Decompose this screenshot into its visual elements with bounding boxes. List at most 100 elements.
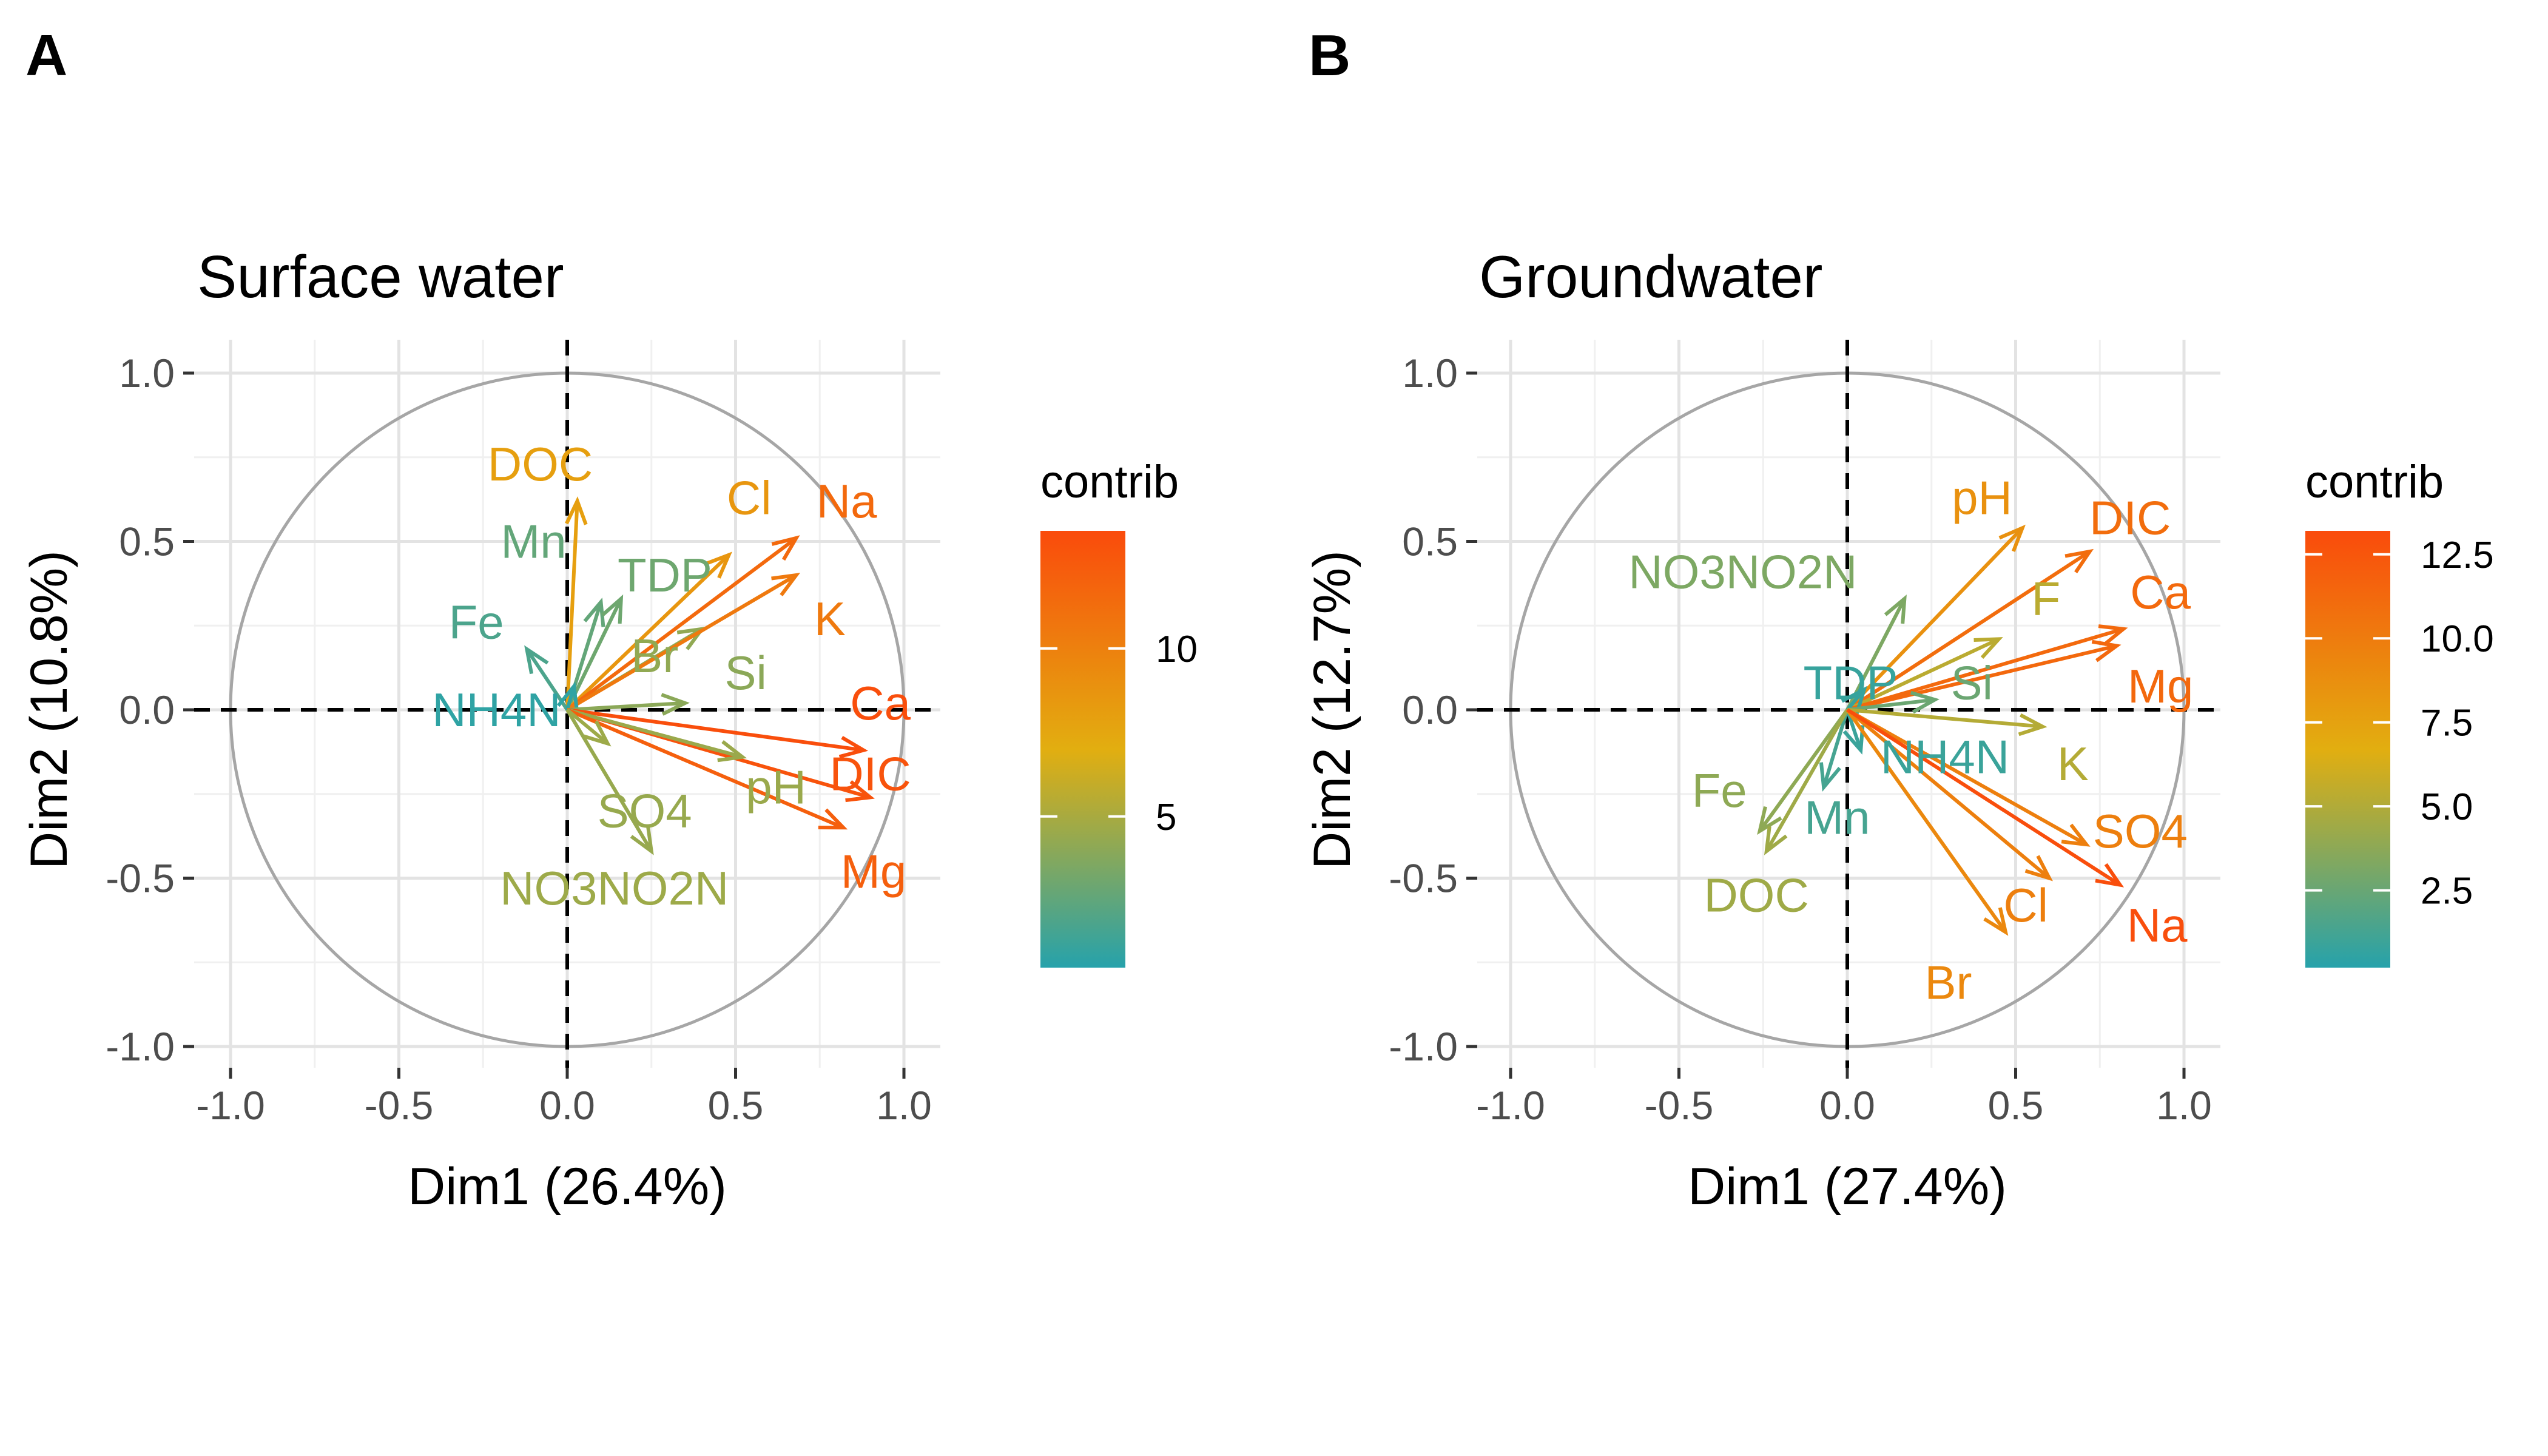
arrowhead-fe bbox=[524, 645, 549, 675]
variable-label-ph: pH bbox=[1952, 471, 2012, 524]
variable-label-cl: Cl bbox=[727, 471, 772, 524]
x-tick-label-2: 0.0 bbox=[539, 1083, 595, 1128]
legend-tick-label-2: 7.5 bbox=[2421, 703, 2473, 744]
arrow-ph bbox=[567, 708, 743, 759]
arrow-so4 bbox=[565, 709, 653, 852]
x-axis-title-a: Dim1 (26.4%) bbox=[408, 1158, 727, 1216]
x-tick-label-0: -1.0 bbox=[1476, 1083, 1545, 1128]
variable-label-f: F bbox=[2032, 572, 2061, 625]
variable-label-mg: Mg bbox=[841, 844, 906, 898]
arrow-na bbox=[566, 536, 798, 712]
arrow-ph bbox=[1845, 527, 2024, 712]
arrowhead-mg bbox=[2091, 639, 2122, 662]
variable-label-na: Na bbox=[2127, 898, 2188, 952]
x-tick-label-3: 0.5 bbox=[708, 1083, 764, 1128]
arrowhead-f bbox=[1973, 637, 2003, 659]
variable-label-cl: Cl bbox=[2003, 878, 2048, 932]
y-tick-label-1: -0.5 bbox=[106, 856, 175, 901]
variable-label-so4: SO4 bbox=[2093, 804, 2188, 858]
variable-label-fe: Fe bbox=[449, 596, 504, 649]
x-tick-label-2: 0.0 bbox=[1819, 1083, 1875, 1128]
arrowhead-tdp bbox=[601, 594, 624, 624]
y-tick-label-2: 0.0 bbox=[119, 687, 175, 732]
arrow-doc bbox=[1765, 709, 1849, 852]
arrowhead-si bbox=[661, 693, 690, 716]
x-tick-label-4: 1.0 bbox=[876, 1083, 932, 1128]
arrow-dic bbox=[1846, 550, 2091, 712]
variable-label-tdp: TDP bbox=[1804, 656, 1898, 710]
x-axis-title-b: Dim1 (27.4%) bbox=[1688, 1158, 2007, 1216]
color-legend-a: contrib 5 10 bbox=[1040, 456, 1198, 968]
x-tick-label-3: 0.5 bbox=[1988, 1083, 2044, 1128]
arrowhead-no3no2n bbox=[1884, 594, 1907, 624]
y-tick-label-3: 0.5 bbox=[119, 519, 175, 564]
variable-label-br: Br bbox=[631, 629, 678, 682]
x-tick-label-0: -1.0 bbox=[196, 1083, 265, 1128]
arrowhead-ph bbox=[717, 740, 747, 763]
variable-label-so4: SO4 bbox=[598, 784, 692, 838]
plot-area-b: -1.0 -1.0 -0.5 -0.5 0.0 0.0 0.5 0.5 1.0 1.0 pH DIC F… bbox=[1389, 340, 2220, 1128]
legend-tick-label-1: 5.0 bbox=[2421, 786, 2473, 828]
variable-label-tdp: TDP bbox=[618, 548, 712, 602]
legend-ticks-a: 5 10 bbox=[1040, 629, 1198, 838]
arrow-si bbox=[567, 701, 686, 712]
arrow-cl bbox=[1846, 708, 2051, 880]
variable-label-si: Si bbox=[724, 646, 766, 699]
arrow-fe bbox=[1758, 709, 1849, 832]
arrow-mn bbox=[1822, 709, 1849, 788]
arrow-si bbox=[1847, 698, 1935, 712]
variable-label-dic: DIC bbox=[2089, 491, 2171, 545]
variable-label-si: Si bbox=[1951, 656, 1993, 710]
arrowhead-na bbox=[2095, 863, 2125, 888]
arrow-so4 bbox=[1846, 708, 2088, 846]
arrowhead-k bbox=[771, 573, 801, 596]
variable-label-doc: DOC bbox=[1704, 868, 1808, 922]
legend-title-b: contrib bbox=[2305, 456, 2444, 508]
arrow-f bbox=[1846, 637, 2000, 712]
variable-label-na: Na bbox=[817, 474, 877, 528]
arrowhead-cl bbox=[2024, 855, 2053, 881]
x-tick-label-1: -0.5 bbox=[1645, 1083, 1714, 1128]
color-legend-b: contrib 2.5 5.0 7.5 10.0 12.5 bbox=[2305, 456, 2494, 968]
arrow-br bbox=[1845, 709, 2007, 934]
panel-b-groundwater: B Groundwater -1.0 -1.0 -0.5 -0.5 0.0 0.0 0.5 0… bbox=[1303, 23, 2494, 1216]
variable-label-mn: Mn bbox=[1804, 791, 1870, 844]
arrowhead-ca bbox=[838, 736, 869, 759]
plot-area-a: -1.0 -1.0 -0.5 -0.5 0.0 0.0 0.5 0.5 1.0 1.0 DOC Mn T… bbox=[106, 340, 940, 1128]
variable-label-ca: Ca bbox=[850, 676, 911, 730]
arrowhead-so4 bbox=[2061, 823, 2091, 847]
y-tick-label-0: -1.0 bbox=[106, 1024, 175, 1069]
variable-label-ca: Ca bbox=[2130, 565, 2191, 619]
arrow-mg bbox=[1847, 644, 2117, 712]
arrowhead-doc bbox=[565, 496, 588, 525]
legend-title-a: contrib bbox=[1040, 456, 1179, 508]
y-tick-label-2: 0.0 bbox=[1402, 687, 1458, 732]
arrow-no3no2n bbox=[1845, 598, 1907, 711]
arrowhead-dic bbox=[845, 780, 875, 803]
arrowhead-mn bbox=[1819, 762, 1841, 792]
arrowhead-dic bbox=[2064, 548, 2094, 573]
y-tick-label-4: 1.0 bbox=[119, 351, 175, 396]
arrowhead-mn bbox=[583, 598, 605, 627]
arrowhead-so4 bbox=[630, 826, 654, 855]
arrowhead-tdp bbox=[1841, 686, 1867, 715]
arrowhead-na bbox=[771, 535, 800, 561]
variable-label-mg: Mg bbox=[2128, 659, 2193, 713]
arrowhead-ca bbox=[2098, 624, 2128, 647]
arrow-nh4n bbox=[1845, 709, 1863, 751]
arrow-k bbox=[1847, 708, 2043, 729]
legend-tick-label-1: 10 bbox=[1156, 629, 1198, 670]
y-tick-label-0: -1.0 bbox=[1389, 1024, 1458, 1069]
arrow-na bbox=[1846, 708, 2122, 887]
legend-colorbar-a bbox=[1040, 531, 1125, 968]
legend-tick-label-3: 10.0 bbox=[2421, 618, 2494, 660]
variable-label-dic: DIC bbox=[829, 747, 911, 800]
legend-tick-label-4: 12.5 bbox=[2421, 534, 2494, 576]
y-tick-label-3: 0.5 bbox=[1402, 519, 1458, 564]
variable-label-no3no2n: NO3NO2N bbox=[1628, 545, 1857, 598]
panel-a-surface-water: A Surface water -1.0 -1.0 -0.5 -0.5 0.0 0.0 0.… bbox=[20, 23, 1198, 1216]
arrow-fe bbox=[525, 648, 569, 711]
y-axis-title-b: Dim2 (12.7%) bbox=[1303, 550, 1361, 869]
chart-title-b: Groundwater bbox=[1479, 243, 1823, 310]
